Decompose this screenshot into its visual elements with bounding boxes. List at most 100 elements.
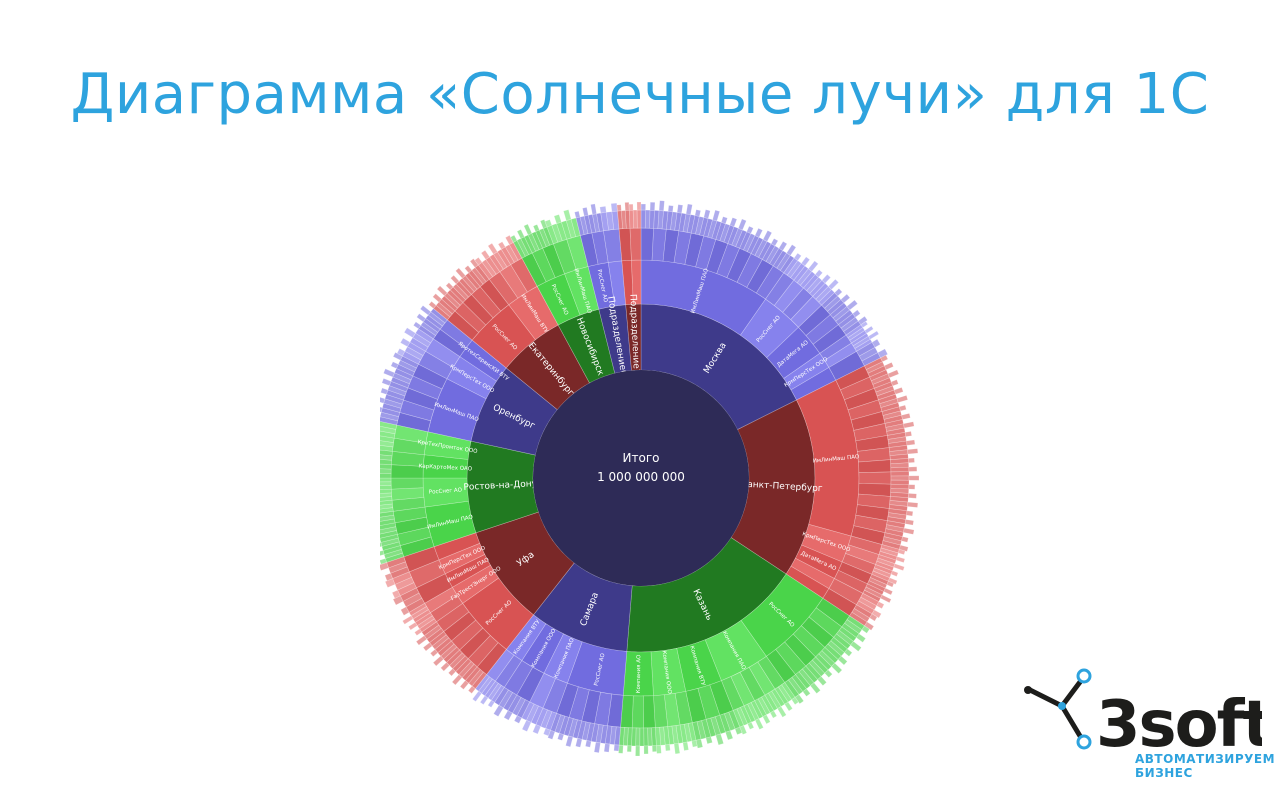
sunburst-segment-leaf[interactable] bbox=[877, 554, 897, 565]
sunburst-segment-leaf[interactable] bbox=[618, 744, 624, 754]
sunburst-segment-leaf[interactable] bbox=[459, 627, 491, 660]
sunburst-segment-leaf[interactable] bbox=[765, 272, 795, 306]
sunburst-segment-leaf[interactable] bbox=[382, 402, 402, 413]
sunburst-segment-leaf[interactable] bbox=[895, 556, 906, 563]
sunburst-segment-child[interactable] bbox=[801, 523, 852, 563]
sunburst-segment-leaf[interactable] bbox=[897, 548, 906, 556]
sunburst-segment-leaf[interactable] bbox=[436, 285, 448, 297]
sunburst-segment-leaf[interactable] bbox=[390, 477, 424, 490]
sunburst-segment-leaf[interactable] bbox=[777, 684, 793, 703]
sunburst-segment-leaf[interactable] bbox=[658, 200, 665, 212]
sunburst-segment-leaf[interactable] bbox=[747, 721, 755, 730]
sunburst-segment-leaf[interactable] bbox=[399, 355, 419, 369]
sunburst-segment-leaf[interactable] bbox=[629, 227, 642, 261]
sunburst-segment-leaf[interactable] bbox=[542, 226, 554, 246]
sunburst-segment-leaf[interactable] bbox=[503, 710, 513, 721]
sunburst-segment-leaf[interactable] bbox=[402, 615, 414, 625]
sunburst-segment-leaf[interactable] bbox=[412, 332, 432, 348]
sunburst-segment-leaf[interactable] bbox=[882, 536, 902, 546]
sunburst-segment-leaf[interactable] bbox=[613, 744, 620, 752]
sunburst-segment-leaf[interactable] bbox=[886, 427, 906, 436]
sunburst-segment-leaf[interactable] bbox=[890, 471, 910, 477]
sunburst-segment-leaf[interactable] bbox=[896, 395, 909, 403]
sunburst-segment-leaf[interactable] bbox=[449, 652, 466, 670]
sunburst-segment-leaf[interactable] bbox=[391, 451, 425, 467]
sunburst-segment-leaf[interactable] bbox=[382, 545, 402, 555]
sunburst-segment-child[interactable] bbox=[422, 454, 469, 479]
sunburst-segment-leaf[interactable] bbox=[551, 223, 563, 243]
sunburst-segment-leaf[interactable] bbox=[800, 256, 811, 267]
sunburst-segment-leaf[interactable] bbox=[423, 624, 442, 640]
sunburst-segment-leaf[interactable] bbox=[386, 556, 406, 569]
sunburst-segment-leaf[interactable] bbox=[434, 637, 452, 654]
sunburst-segment-leaf[interactable] bbox=[415, 635, 428, 646]
sunburst-segment-leaf[interactable] bbox=[857, 447, 891, 463]
sunburst-segment-leaf[interactable] bbox=[663, 692, 681, 727]
sunburst-segment-leaf[interactable] bbox=[673, 743, 681, 755]
sunburst-segment-leaf[interactable] bbox=[886, 580, 895, 588]
sunburst-segment-leaf[interactable] bbox=[554, 714, 566, 734]
sunburst-segment-leaf[interactable] bbox=[532, 724, 542, 735]
sunburst-segment-leaf[interactable] bbox=[653, 694, 669, 728]
sunburst-segment-leaf[interactable] bbox=[854, 338, 873, 352]
sunburst-segment-leaf[interactable] bbox=[412, 609, 431, 623]
sunburst-segment-leaf[interactable] bbox=[876, 389, 896, 401]
sunburst-segment-leaf[interactable] bbox=[770, 238, 779, 247]
sunburst-segment-leaf[interactable] bbox=[435, 301, 453, 318]
sunburst-segment-leaf[interactable] bbox=[380, 530, 398, 539]
sunburst-segment-leaf[interactable] bbox=[864, 325, 874, 334]
sunburst-segment-leaf[interactable] bbox=[827, 640, 845, 657]
sunburst-segment-leaf[interactable] bbox=[485, 256, 501, 275]
sunburst-segment-leaf[interactable] bbox=[479, 278, 510, 312]
sunburst-segment-leaf[interactable] bbox=[776, 252, 791, 271]
sunburst-segment-leaf[interactable] bbox=[385, 389, 406, 401]
sunburst-segment-leaf[interactable] bbox=[508, 241, 523, 261]
sunburst-segment-leaf[interactable] bbox=[792, 625, 826, 658]
sunburst-segment-leaf[interactable] bbox=[380, 430, 396, 439]
sunburst-segment-leaf[interactable] bbox=[640, 203, 646, 211]
sunburst-segment-leaf[interactable] bbox=[636, 201, 642, 211]
sunburst-segment-leaf[interactable] bbox=[521, 719, 532, 732]
sunburst-segment-leaf[interactable] bbox=[684, 232, 705, 268]
sunburst-segment-leaf[interactable] bbox=[907, 493, 917, 499]
sunburst-segment-leaf[interactable] bbox=[849, 611, 868, 627]
sunburst-segment-leaf[interactable] bbox=[848, 535, 883, 556]
sunburst-segment-leaf[interactable] bbox=[761, 243, 776, 262]
sunburst-segment-leaf[interactable] bbox=[640, 209, 646, 229]
sunburst-segment-leaf[interactable] bbox=[906, 439, 916, 446]
sunburst-segment-leaf[interactable] bbox=[383, 548, 403, 559]
sunburst-segment-leaf[interactable] bbox=[890, 466, 910, 473]
sunburst-segment-leaf[interactable] bbox=[757, 696, 771, 716]
sunburst-segment-leaf[interactable] bbox=[399, 587, 420, 602]
sunburst-segment-leaf[interactable] bbox=[860, 320, 869, 329]
sunburst-segment-leaf[interactable] bbox=[821, 273, 832, 284]
sunburst-segment-leaf[interactable] bbox=[858, 471, 892, 485]
sunburst-segment-leaf[interactable] bbox=[852, 335, 871, 349]
sunburst-segment-leaf[interactable] bbox=[394, 516, 429, 535]
sunburst-segment-leaf[interactable] bbox=[687, 722, 697, 742]
sunburst-segment-leaf[interactable] bbox=[838, 313, 856, 329]
sunburst-segment-leaf[interactable] bbox=[380, 468, 392, 474]
sunburst-segment-leaf[interactable] bbox=[707, 219, 718, 239]
sunburst-segment-leaf[interactable] bbox=[599, 205, 607, 214]
sunburst-segment-leaf[interactable] bbox=[801, 665, 819, 684]
sunburst-segment-leaf[interactable] bbox=[563, 209, 572, 222]
sunburst-segment-leaf[interactable] bbox=[516, 229, 525, 239]
sunburst-segment-leaf[interactable] bbox=[705, 717, 717, 738]
sunburst-segment-leaf[interactable] bbox=[886, 520, 906, 529]
sunburst-segment-leaf[interactable] bbox=[739, 725, 748, 735]
sunburst-segment-leaf[interactable] bbox=[469, 258, 479, 268]
sunburst-segment-leaf[interactable] bbox=[396, 412, 432, 433]
sunburst-segment-leaf[interactable] bbox=[786, 244, 797, 256]
sunburst-segment-leaf[interactable] bbox=[472, 690, 483, 702]
sunburst-segment-leaf[interactable] bbox=[853, 604, 873, 619]
sunburst-segment-leaf[interactable] bbox=[380, 485, 392, 490]
sunburst-segment-leaf[interactable] bbox=[380, 507, 394, 514]
sunburst-segment-leaf[interactable] bbox=[880, 402, 900, 412]
sunburst-segment-leaf[interactable] bbox=[827, 278, 840, 290]
sunburst-segment-leaf[interactable] bbox=[695, 738, 704, 749]
sunburst-segment-leaf[interactable] bbox=[829, 302, 848, 319]
sunburst-segment-leaf[interactable] bbox=[583, 214, 593, 235]
sunburst-segment-leaf[interactable] bbox=[487, 682, 502, 701]
sunburst-segment-leaf[interactable] bbox=[542, 243, 565, 278]
